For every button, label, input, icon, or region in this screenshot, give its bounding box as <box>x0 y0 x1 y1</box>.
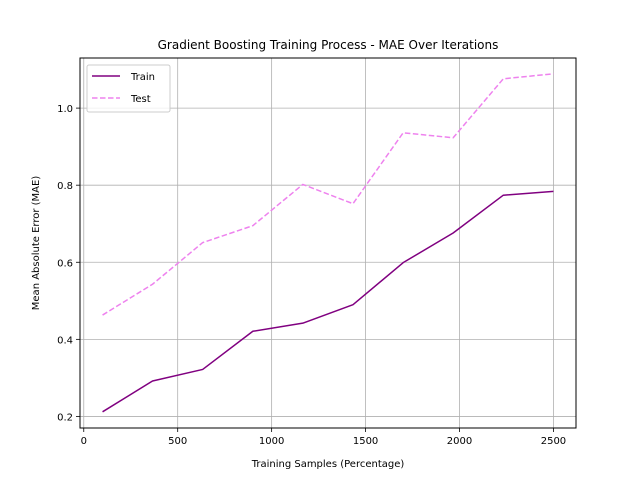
x-tick-label: 500 <box>168 436 187 447</box>
y-axis-label: Mean Absolute Error (MAE) <box>31 176 42 311</box>
y-tick-label: 0.2 <box>57 412 73 423</box>
grid-lines <box>80 58 576 428</box>
plot-frame <box>79 57 577 429</box>
x-tick-label: 0 <box>81 436 87 447</box>
legend-label-train: Train <box>130 72 155 83</box>
series-line-train <box>102 190 554 413</box>
chart-title: Gradient Boosting Training Process - MAE… <box>158 38 499 52</box>
legend-label-test: Test <box>130 94 151 105</box>
y-tick-label: 0.4 <box>57 335 73 346</box>
axis-ticks: 0 500 1000 1500 2000 2500 0.2 0.4 0.6 0.8 1.0 <box>57 104 566 447</box>
x-tick-label: 1000 <box>259 436 284 447</box>
x-tick-label: 2500 <box>541 436 566 447</box>
legend-box <box>86 64 171 113</box>
chart-legend: Train Test <box>86 64 171 113</box>
y-tick-label: 0.8 <box>57 181 73 192</box>
series-line-test <box>102 73 554 316</box>
x-tick-label: 2000 <box>447 436 472 447</box>
y-tick-label: 0.6 <box>57 258 73 269</box>
y-tick-label: 1.0 <box>57 104 73 115</box>
series-lines <box>102 73 554 413</box>
x-tick-label: 1500 <box>353 436 378 447</box>
x-axis-label: Training Samples (Percentage) <box>251 459 405 470</box>
